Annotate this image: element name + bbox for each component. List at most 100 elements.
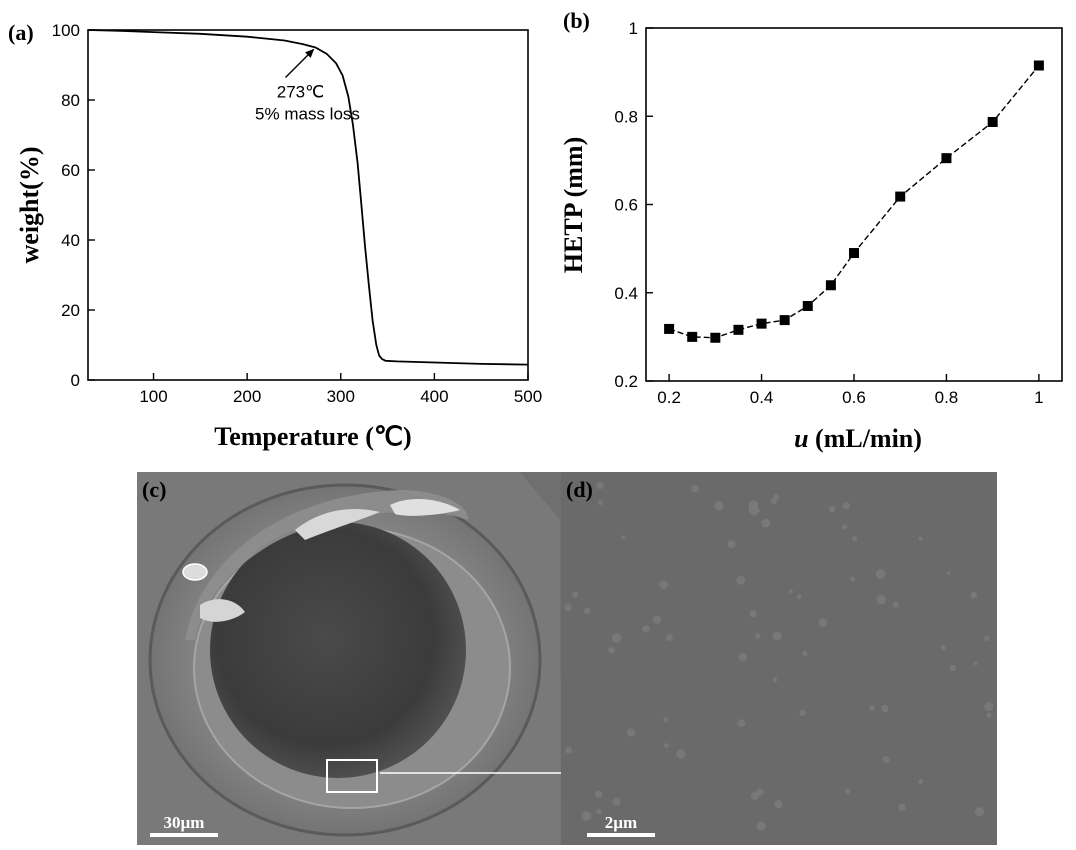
sem-surface-particle xyxy=(691,484,699,493)
hetp-points xyxy=(664,60,1044,343)
hetp-x-axis-variable: u xyxy=(794,424,808,453)
sem-c-bright-particle-3 xyxy=(200,599,245,622)
tga-y-tick-label: 60 xyxy=(61,161,80,180)
tga-x-axis-title: Temperature (℃) xyxy=(214,422,411,451)
sem-surface-particle xyxy=(892,601,899,608)
sem-surface-particle xyxy=(828,505,836,513)
sem-image-surface-zoom: 2µm (d) xyxy=(561,472,997,845)
sem-surface-particle xyxy=(665,634,673,642)
tga-weight-curve xyxy=(87,29,529,366)
sem-surface-particle xyxy=(596,481,604,490)
hetp-x-ticks: 0.2 0.4 0.6 0.8 1 xyxy=(657,374,1044,407)
sem-surface-particle xyxy=(850,576,856,582)
sem-surface-particle xyxy=(621,535,626,540)
sem-surface-particle xyxy=(918,779,923,785)
sem-surface-particle xyxy=(727,540,736,549)
sem-image-cross-section: 30µm (c) xyxy=(137,472,601,845)
hetp-y-tick-label: 0.8 xyxy=(614,107,638,126)
sem-surface-particle xyxy=(940,644,947,651)
sem-c-bright-particle-1 xyxy=(295,509,380,540)
tga-y-tick-label: 0 xyxy=(71,371,80,390)
hetp-x-axis-title: u (mL/min) xyxy=(794,424,922,453)
sem-surface-particle xyxy=(642,625,650,633)
sem-surface-particle xyxy=(882,756,890,764)
hetp-y-tick-label: 1 xyxy=(629,19,638,38)
hetp-data-point xyxy=(756,318,767,329)
sem-surface-particle xyxy=(918,536,923,541)
hetp-y-ticks: 0.2 0.4 0.6 0.8 1 xyxy=(614,19,653,391)
panel-c-label: (c) xyxy=(142,477,166,502)
sem-surface-particle xyxy=(881,704,889,713)
scale-bar-c-label: 30µm xyxy=(164,813,205,832)
sem-d-background xyxy=(561,472,997,845)
sem-surface-particle xyxy=(973,661,978,666)
hetp-data-point xyxy=(849,248,859,259)
hetp-y-tick-label: 0.4 xyxy=(614,284,638,303)
hetp-y-tick-label: 0.2 xyxy=(614,372,638,391)
sem-surface-particle xyxy=(986,712,992,718)
sem-surface-particle xyxy=(970,591,978,599)
sem-surface-particle xyxy=(583,607,591,615)
sem-surface-particle xyxy=(611,633,622,643)
sem-surface-particle xyxy=(663,743,669,748)
hetp-data-point xyxy=(687,331,698,342)
sem-surface-particle xyxy=(750,791,760,800)
tga-x-ticks: 100 200 300 400 500 xyxy=(139,373,542,406)
sem-surface-particle xyxy=(676,749,686,759)
sem-surface-particle xyxy=(875,569,886,579)
sem-surface-particle xyxy=(627,728,636,737)
hetp-x-tick-label: 0.2 xyxy=(657,388,681,407)
capillary-lumen xyxy=(210,522,466,778)
tga-chart: 100 200 300 400 500 0 20 40 60 80 100 273℃ 5% mas… xyxy=(15,21,542,451)
hetp-data-point xyxy=(779,315,790,326)
hetp-data-point xyxy=(941,153,952,164)
tga-annotation-loss: 5% mass loss xyxy=(255,105,360,124)
sem-surface-particle xyxy=(653,615,662,624)
sem-surface-particle xyxy=(772,677,778,683)
sem-surface-particle xyxy=(949,664,957,672)
sem-c-bright-particle-2 xyxy=(390,498,460,516)
sem-surface-particle xyxy=(612,797,621,806)
sem-surface-particle xyxy=(802,650,808,656)
hetp-data-point xyxy=(987,116,998,127)
hetp-data-point xyxy=(664,323,675,334)
tga-plot-frame xyxy=(87,29,529,381)
zoom-region-box xyxy=(326,759,378,793)
sem-surface-particle xyxy=(984,702,994,712)
hetp-x-axis-unit: (mL/min) xyxy=(809,424,922,453)
sem-surface-particle xyxy=(770,498,778,505)
sem-surface-particle xyxy=(565,746,572,754)
hetp-x-tick-label: 1 xyxy=(1034,388,1043,407)
panel-a-label: (a) xyxy=(8,20,34,45)
hetp-x-tick-label: 0.6 xyxy=(842,388,866,407)
sem-surface-particle xyxy=(946,571,951,576)
tga-x-tick-label: 300 xyxy=(327,387,355,406)
sem-surface-particle xyxy=(659,580,668,589)
sem-surface-particle xyxy=(984,635,990,642)
hetp-curve xyxy=(668,65,1040,339)
hetp-y-tick-label: 0.6 xyxy=(614,196,638,215)
sem-surface-particle xyxy=(714,501,724,511)
tga-x-tick-label: 500 xyxy=(514,387,542,406)
tga-x-tick-label: 100 xyxy=(139,387,167,406)
scale-bar-d-label: 2µm xyxy=(605,813,637,832)
sem-surface-particle xyxy=(748,500,759,511)
sem-surface-particle xyxy=(876,594,887,605)
tga-y-tick-label: 20 xyxy=(61,301,80,320)
hetp-data-point xyxy=(733,324,744,335)
sem-surface-particle xyxy=(841,524,848,530)
hetp-x-tick-label: 0.8 xyxy=(935,388,959,407)
sem-surface-particle xyxy=(597,500,604,506)
sem-surface-particle xyxy=(756,821,766,831)
hetp-plot-frame xyxy=(645,27,1063,382)
sem-surface-particle xyxy=(788,589,793,594)
sem-surface-particle xyxy=(581,811,592,821)
sem-surface-particle xyxy=(749,610,757,618)
sem-surface-particle xyxy=(663,717,669,723)
sem-surface-particle xyxy=(869,705,875,711)
hetp-y-axis-title: HETP (mm) xyxy=(559,137,588,274)
hetp-x-tick-label: 0.4 xyxy=(750,388,774,407)
panel-b-label: (b) xyxy=(563,8,590,33)
panel-d-label: (d) xyxy=(566,477,593,502)
